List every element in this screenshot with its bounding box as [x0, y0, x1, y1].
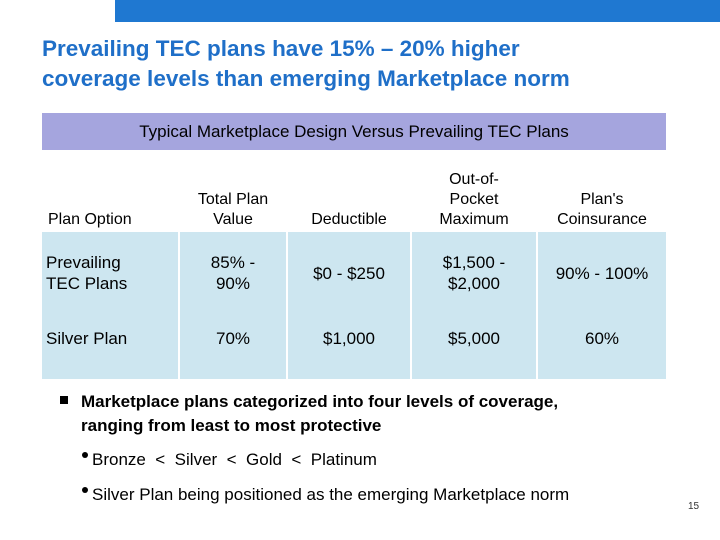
- sub-bullet-silver: Silver Plan being positioned as the emer…: [82, 485, 569, 505]
- header-deductible: Deductible: [288, 150, 410, 232]
- header-plan-option: Plan Option: [42, 150, 178, 232]
- cell-deductible: $0 - $250: [288, 232, 410, 314]
- cell-deductible: $1,000: [288, 297, 410, 379]
- main-bullet-line: Marketplace plans categorized into four …: [81, 392, 559, 411]
- table-banner: Typical Marketplace Design Versus Prevai…: [42, 113, 666, 150]
- column-divider: [286, 150, 288, 379]
- cell-text: 70%: [215, 328, 251, 348]
- top-accent-bar: [115, 0, 720, 22]
- cell-total-plan-value: 85% - 90%: [180, 232, 286, 314]
- cell-text: $1,000: [323, 328, 375, 348]
- sub-bullet-text: Bronze < Silver < Gold < Platinum: [92, 450, 377, 469]
- sub-bullet-text: Silver Plan being positioned as the emer…: [92, 485, 570, 504]
- page-number: 15: [688, 501, 700, 512]
- dot-bullet-icon: [82, 452, 88, 458]
- title-line-2: coverage levels than emerging Marketplac…: [42, 66, 570, 91]
- square-bullet-icon: [60, 396, 68, 404]
- header-text: Out-of-: [449, 171, 499, 188]
- dot-bullet-icon: [82, 487, 88, 493]
- column-divider: [536, 150, 538, 379]
- main-bullet-line: ranging from least to most protective: [81, 416, 382, 435]
- cell-text: $5,000: [448, 328, 500, 348]
- cell-plan-option: Silver Plan: [42, 297, 178, 379]
- header-oop-maximum: Out-of- Pocket Maximum: [412, 150, 536, 232]
- header-text: Total Plan: [197, 191, 269, 208]
- cell-text: $1,500 -: [442, 253, 506, 272]
- cell-plan-option: Prevailing TEC Plans: [42, 232, 178, 314]
- column-divider: [178, 150, 180, 379]
- cell-text: 60%: [584, 328, 620, 348]
- table-row: Silver Plan 70% $1,000 $5,000 60%: [42, 297, 666, 379]
- cell-oop-maximum: $1,500 - $2,000: [412, 232, 536, 314]
- comparison-table: Typical Marketplace Design Versus Prevai…: [42, 113, 666, 379]
- cell-text: $2,000: [447, 274, 500, 293]
- cell-text: $0 - $250: [313, 263, 385, 283]
- sub-bullet-levels: Bronze < Silver < Gold < Platinum: [82, 450, 377, 470]
- header-text: Maximum: [439, 211, 509, 228]
- cell-text: Silver Plan: [46, 328, 128, 348]
- header-total-plan-value: Total Plan Value: [180, 150, 286, 232]
- cell-text: 85% -: [210, 253, 256, 272]
- cell-text: Prevailing: [46, 253, 121, 272]
- cell-oop-maximum: $5,000: [412, 297, 536, 379]
- header-text: Pocket: [449, 191, 499, 208]
- cell-text: 90%: [215, 274, 250, 293]
- header-text: Value: [213, 211, 253, 228]
- cell-coinsurance: 90% - 100%: [538, 232, 666, 314]
- header-text: Plan Option: [48, 211, 132, 228]
- main-bullet-text: Marketplace plans categorized into four …: [81, 390, 681, 438]
- header-text: Coinsurance: [557, 211, 647, 228]
- cell-text: 90% - 100%: [555, 263, 649, 283]
- header-text: Deductible: [311, 211, 387, 228]
- cell-total-plan-value: 70%: [180, 297, 286, 379]
- cell-coinsurance: 60%: [538, 297, 666, 379]
- title-line-1: Prevailing TEC plans have 15% – 20% high…: [42, 36, 520, 61]
- header-coinsurance: Plan's Coinsurance: [538, 150, 666, 232]
- cell-text: TEC Plans: [46, 274, 128, 293]
- column-divider: [410, 150, 412, 379]
- slide-title: Prevailing TEC plans have 15% – 20% high…: [42, 34, 682, 94]
- header-text: Plan's: [580, 191, 624, 208]
